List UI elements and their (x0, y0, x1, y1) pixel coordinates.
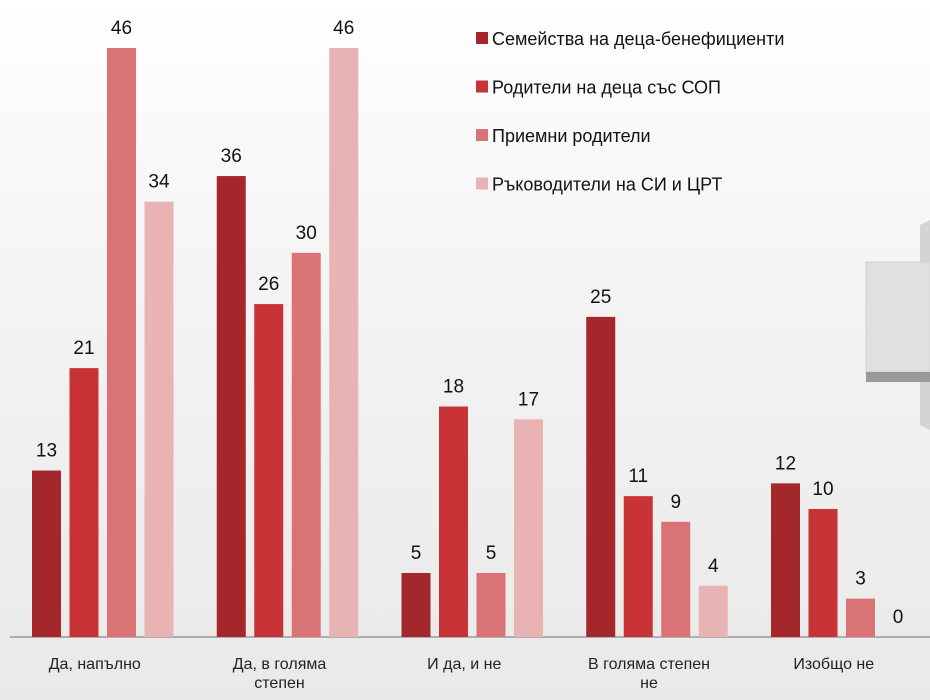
data-label: 34 (148, 172, 170, 193)
data-label: 0 (893, 607, 904, 628)
data-label: 30 (296, 223, 317, 244)
x-tick-label: Да, напълно (48, 656, 141, 673)
bar (32, 470, 61, 637)
bar (661, 521, 691, 637)
data-label: 10 (812, 479, 833, 500)
bar (846, 598, 875, 637)
legend-swatch (476, 80, 488, 93)
bar (623, 496, 653, 637)
data-label: 13 (36, 441, 57, 462)
bar (291, 252, 321, 637)
bar (476, 572, 506, 637)
data-label: 4 (708, 556, 719, 577)
data-label: 12 (775, 453, 796, 474)
data-label: 5 (411, 543, 422, 564)
data-label: 17 (518, 389, 539, 410)
x-tick-label: В голяма степен не (588, 656, 710, 692)
bar (698, 585, 728, 637)
data-label: 11 (628, 466, 648, 487)
decoration (865, 220, 930, 430)
data-label: 5 (486, 543, 497, 564)
bar (808, 508, 838, 637)
bar (216, 176, 246, 638)
data-label: 9 (670, 492, 681, 513)
data-label: 18 (443, 377, 464, 398)
data-label: 25 (590, 287, 611, 308)
data-label: 21 (73, 338, 94, 359)
x-tick-label: Изобщо не (793, 656, 875, 673)
legend-label: Приемни родители (492, 126, 651, 146)
x-tick-label: И да, и не (427, 656, 502, 673)
bar (254, 304, 284, 637)
data-label: 26 (258, 274, 279, 295)
bar (439, 406, 468, 637)
bar (329, 48, 359, 637)
legend-swatch (476, 177, 488, 190)
bar (771, 483, 800, 637)
legend-swatch (476, 32, 488, 44)
legend-swatch (476, 129, 488, 141)
data-label: 3 (855, 569, 866, 590)
bar (69, 368, 99, 637)
bar (107, 48, 136, 637)
legend-label: Родители на деца със СОП (492, 78, 721, 98)
data-label: 36 (221, 146, 242, 167)
legend-label: Ръководители на СИ и ЦРТ (492, 175, 722, 195)
bar (586, 316, 616, 637)
x-tick-label: Да, в голяма степен (232, 656, 327, 692)
data-label: 46 (111, 18, 132, 39)
bar (144, 201, 174, 638)
data-label: 46 (333, 18, 354, 39)
bar (401, 572, 431, 637)
bar (514, 419, 543, 637)
legend-label: Семейства на деца-бенефициенти (492, 29, 784, 49)
